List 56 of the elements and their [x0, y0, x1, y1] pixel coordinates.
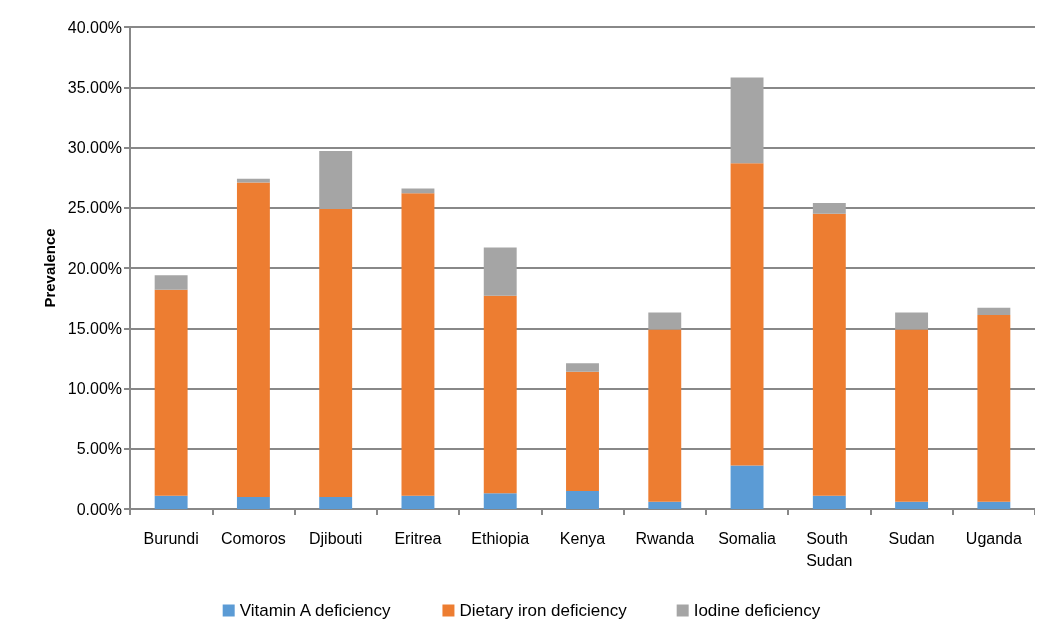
bar [648, 501, 682, 509]
bar [154, 495, 188, 509]
bar [236, 496, 270, 509]
y-tick-label: 35.00% [67, 78, 122, 96]
bar [648, 329, 682, 502]
bar [401, 193, 435, 496]
bar [730, 77, 764, 164]
x-tick-label: Sudan [888, 529, 935, 547]
bar [483, 247, 517, 296]
bar [401, 188, 435, 194]
bar [319, 208, 353, 497]
bar [730, 163, 764, 466]
bar [895, 329, 929, 502]
y-tick-label: 30.00% [67, 139, 122, 156]
y-axis-title: Prevalence [40, 228, 58, 308]
bar [730, 465, 764, 509]
bar [154, 275, 188, 290]
y-tick-label: 25.00% [67, 199, 122, 217]
bar [236, 182, 270, 497]
bar [895, 501, 929, 509]
x-tick-label: Djibouti [309, 529, 363, 547]
y-tick-label: 40.00% [67, 18, 122, 36]
bar [812, 202, 846, 214]
x-tick-label: Uganda [965, 529, 1022, 547]
bar [812, 213, 846, 496]
x-tick-label: Somalia [718, 529, 777, 547]
bar [483, 295, 517, 494]
bar [895, 312, 929, 330]
bar [319, 496, 353, 509]
bar [566, 363, 599, 372]
bar [566, 371, 599, 491]
x-tick-label: Kenya [559, 529, 606, 547]
y-tick-label: 10.00% [67, 380, 122, 397]
x-tick-label: Ethiopia [471, 529, 530, 547]
bar [977, 501, 1011, 509]
bar [483, 493, 517, 509]
x-tick-label: Eritrea [394, 529, 442, 547]
bar [812, 495, 846, 509]
bar [154, 289, 188, 496]
bar [648, 312, 682, 330]
y-tick-label: 0.00% [76, 500, 122, 518]
bar [401, 495, 435, 509]
bar [566, 490, 599, 509]
legend-label: Dietary iron deficiency [459, 601, 628, 620]
x-tick-label: Rwanda [635, 529, 695, 547]
x-tick-label: Burundi [143, 529, 199, 547]
y-tick-label: 5.00% [76, 440, 122, 458]
y-tick-label: 15.00% [67, 319, 122, 337]
bar [319, 151, 353, 209]
bar [977, 307, 1011, 315]
y-tick-label: 20.00% [67, 259, 122, 277]
legend-label: Vitamin A deficiency [239, 601, 392, 620]
x-tick-label: Comoros [220, 529, 286, 547]
bar [977, 315, 1011, 502]
legend-label: Iodine deficiency [693, 601, 821, 620]
x-tick-label: South Sudan [806, 529, 853, 569]
